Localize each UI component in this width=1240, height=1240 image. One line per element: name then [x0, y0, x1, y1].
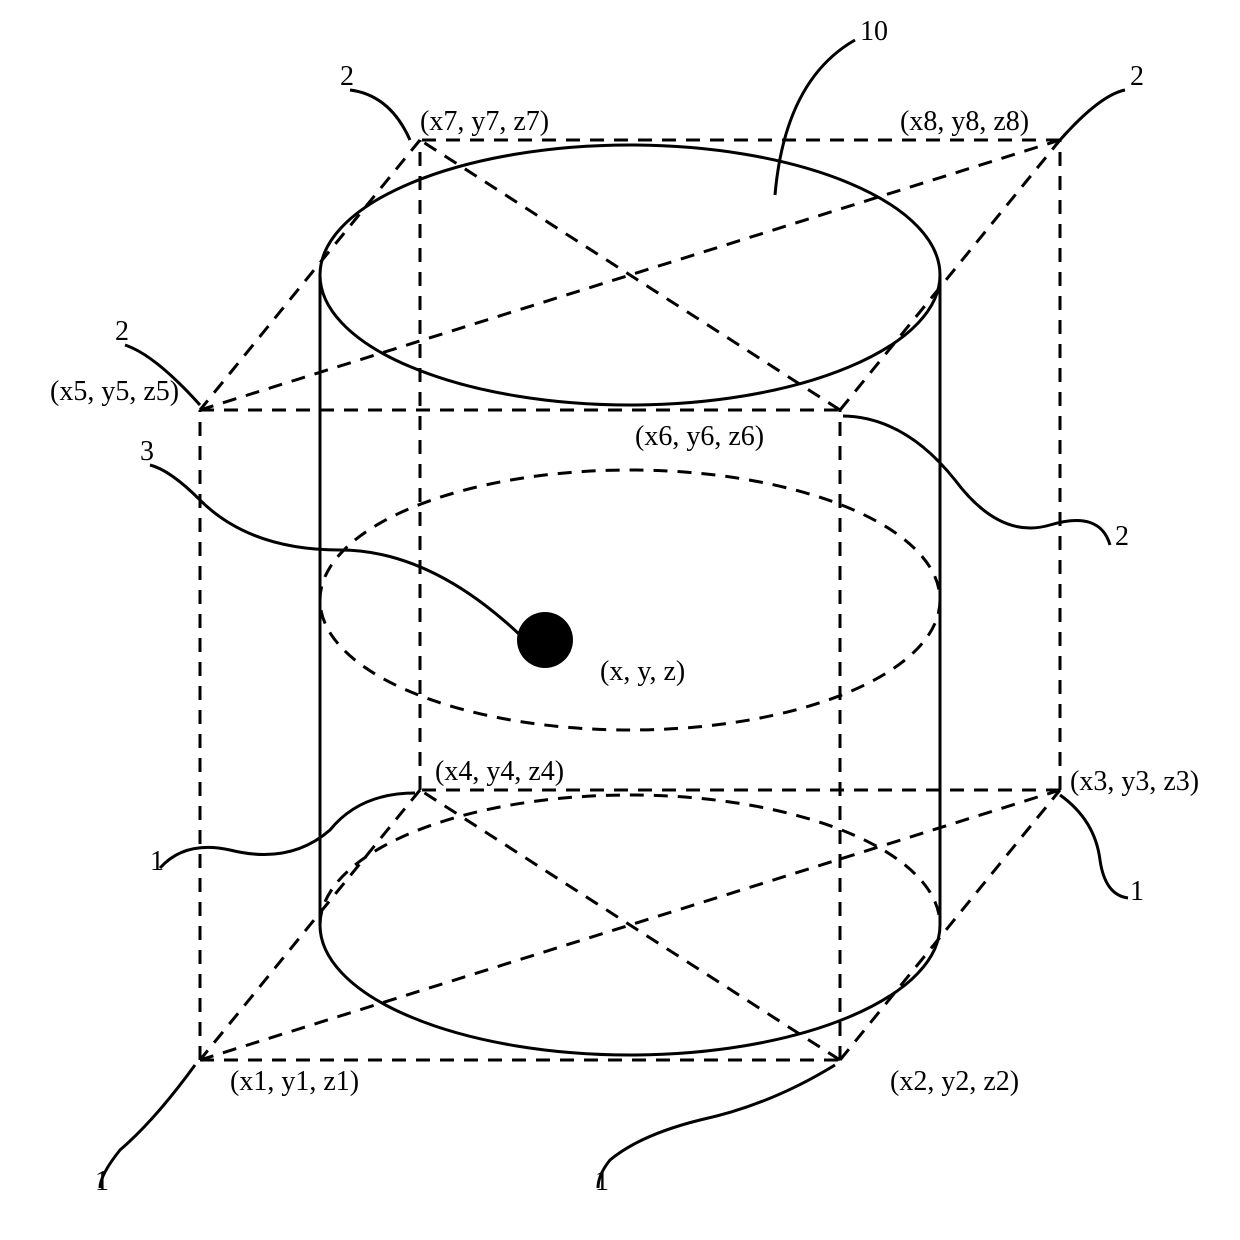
cube-edge-2-3 [840, 790, 1060, 1060]
cube-edge-4-1 [200, 790, 420, 1060]
callout-leader-n1_bl [100, 1065, 195, 1188]
callout-number-n2_tr: 2 [1130, 61, 1144, 92]
coord-label-6: (x6, y6, z6) [635, 421, 764, 452]
callout-leader-n2_tl [350, 90, 410, 140]
callout-number-n2_ml: 2 [115, 316, 129, 347]
callout-number-n1_bl: 1 [95, 1166, 109, 1197]
coord-label-5: (x5, y5, z5) [50, 376, 179, 407]
callout-number-n2_mr: 2 [1115, 521, 1129, 552]
callout-number-n1_l: 1 [150, 846, 164, 877]
callout-leader-n2_tr [1060, 90, 1125, 140]
callout-number-n1_r: 1 [1130, 876, 1144, 907]
cylinder-bottom-back [320, 795, 940, 925]
center-dot [517, 612, 573, 668]
coord-label-3: (x3, y3, z3) [1070, 766, 1199, 797]
callout-number-n10: 10 [860, 16, 888, 47]
coord-label-1: (x1, y1, z1) [230, 1066, 359, 1097]
coord-label-center: (x, y, z) [600, 656, 685, 687]
coord-label-2: (x2, y2, z2) [890, 1066, 1019, 1097]
cube-edge-7-5 [200, 140, 420, 410]
callout-number-n1_br: 1 [595, 1166, 609, 1197]
cylinder-bottom-front [320, 925, 940, 1055]
coord-label-8: (x8, y8, z8) [900, 106, 1029, 137]
callout-leader-n1_r [1060, 795, 1128, 898]
coord-label-7: (x7, y7, z7) [420, 106, 549, 137]
cylinder-mid-ellipse [320, 470, 940, 730]
callout-leader-n1_l [160, 793, 415, 868]
coord-label-4: (x4, y4, z4) [435, 756, 564, 787]
cube-diag-2-4 [420, 790, 840, 1060]
callout-number-n2_tl: 2 [340, 61, 354, 92]
callout-number-n3: 3 [140, 436, 154, 467]
cube-edge-6-8 [840, 140, 1060, 410]
callout-leader-n1_br [598, 1065, 835, 1188]
callout-leader-n2_mr [843, 416, 1110, 545]
